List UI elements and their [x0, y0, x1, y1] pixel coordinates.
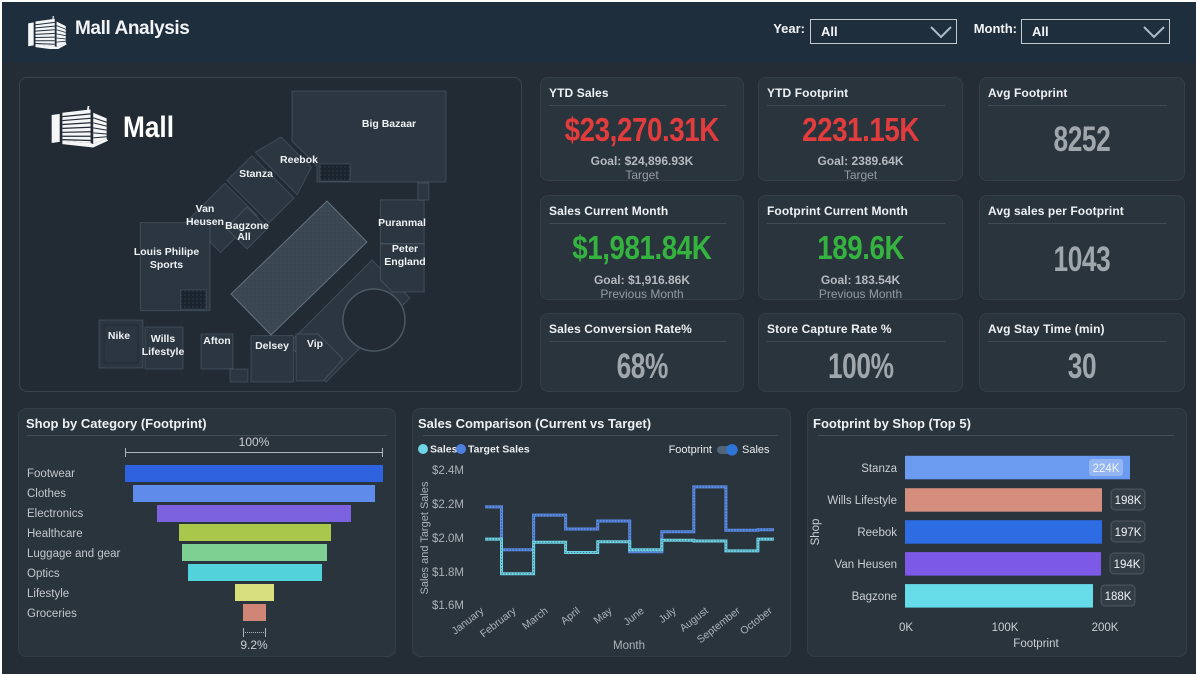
svg-text:Louis Philipe: Louis Philipe	[134, 246, 199, 258]
svg-text:Afton: Afton	[203, 335, 230, 347]
svg-text:Lifestyle: Lifestyle	[142, 346, 185, 358]
svg-text:Sports: Sports	[150, 259, 183, 271]
svg-text:100K: 100K	[992, 622, 1019, 634]
svg-text:Wills Lifestyle: Wills Lifestyle	[827, 495, 897, 507]
svg-text:July: July	[657, 604, 680, 625]
svg-text:188K: 188K	[1105, 591, 1132, 603]
svg-text:Reebok: Reebok	[280, 154, 318, 166]
svg-text:Delsey: Delsey	[255, 340, 289, 352]
svg-text:197K: 197K	[1115, 527, 1142, 539]
svg-text:$1.8M: $1.8M	[432, 567, 464, 579]
svg-text:June: June	[621, 605, 646, 629]
svg-text:Stanza: Stanza	[861, 463, 897, 475]
svg-text:$2.0M: $2.0M	[432, 533, 464, 545]
svg-text:194K: 194K	[1114, 559, 1141, 571]
svg-text:$2.2M: $2.2M	[432, 499, 464, 511]
svg-text:198K: 198K	[1115, 495, 1142, 507]
svg-text:Mall: Mall	[123, 111, 174, 144]
svg-text:Van Heusen: Van Heusen	[835, 559, 897, 571]
svg-text:Bagzone: Bagzone	[225, 220, 269, 232]
svg-text:200K: 200K	[1092, 622, 1119, 634]
svg-text:Big Bazaar: Big Bazaar	[362, 118, 416, 130]
svg-text:February: February	[478, 604, 519, 640]
svg-text:Month: Month	[613, 640, 645, 652]
svg-text:England: England	[384, 256, 425, 268]
svg-text:March: March	[520, 605, 551, 633]
svg-text:Puranmal: Puranmal	[378, 217, 426, 229]
svg-text:Van: Van	[196, 203, 215, 215]
svg-text:Sales: Sales	[430, 444, 458, 456]
svg-text:Reebok: Reebok	[857, 527, 897, 539]
svg-text:Wills: Wills	[151, 333, 176, 345]
svg-text:Sales: Sales	[742, 444, 770, 456]
svg-text:0K: 0K	[899, 622, 913, 634]
svg-text:Footprint: Footprint	[669, 444, 712, 456]
svg-text:Heusen: Heusen	[186, 216, 224, 228]
svg-text:$1.6M: $1.6M	[432, 600, 464, 612]
svg-text:Sales and Target Sales: Sales and Target Sales	[419, 481, 431, 594]
svg-text:October: October	[738, 605, 775, 638]
svg-text:April: April	[559, 605, 583, 627]
svg-text:224K: 224K	[1093, 463, 1120, 475]
svg-text:$2.4M: $2.4M	[432, 465, 464, 477]
svg-text:Nike: Nike	[108, 330, 130, 342]
svg-text:Peter: Peter	[392, 243, 418, 255]
svg-text:Shop: Shop	[810, 519, 822, 546]
svg-text:Stanza: Stanza	[239, 168, 273, 180]
svg-text:May: May	[592, 604, 616, 626]
svg-text:All: All	[237, 231, 251, 243]
svg-text:Footprint: Footprint	[1013, 638, 1059, 650]
svg-text:Bagzone: Bagzone	[852, 591, 897, 603]
svg-text:Target Sales: Target Sales	[468, 444, 530, 456]
svg-text:Vip: Vip	[307, 338, 323, 350]
